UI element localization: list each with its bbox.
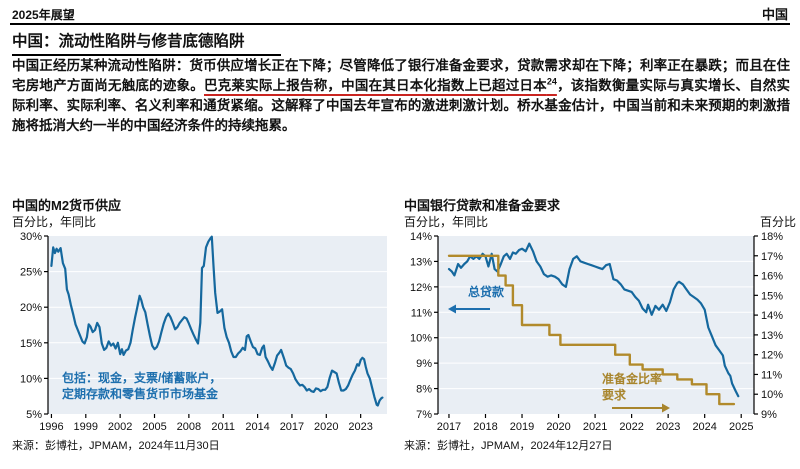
right-arrowhead-icon	[662, 403, 670, 413]
y-axis-tick-label: 12%	[410, 282, 432, 294]
y-axis-tick-label: 10%	[410, 333, 432, 345]
x-axis-tick-label: 2017	[280, 421, 304, 433]
paragraph-part-1: 中国正经历某种流动性陷阱：货币供应增长正在下降；尽管降低了银行准备金要求，贷款需…	[12, 58, 790, 93]
x-axis-tick-label: 2025	[729, 421, 753, 433]
y-axis-tick-label: 15%	[20, 338, 42, 350]
y-axis-tick-label: 11%	[411, 307, 432, 319]
x-axis-tick-label: 2020	[546, 421, 570, 433]
y-axis-tick-label: 14%	[410, 231, 432, 243]
page-title: 中国：流动性陷阱与修昔底德陷阱	[12, 29, 281, 56]
y-axis-tick-label: 15%	[761, 290, 783, 302]
y-axis-tick-label: 5%	[26, 409, 42, 421]
highlighted-claim: 巴克莱实际上报告称，中国在其日本化指数上已超过日本24	[204, 76, 557, 93]
unit-label-left: 百分比，年同比	[12, 215, 97, 229]
report-eyebrow: 2025年展望	[12, 8, 75, 22]
m2-yoy-line	[50, 235, 384, 407]
chart-title: 中国的M2货币供应	[12, 198, 122, 213]
x-axis-tick-label: 2024	[692, 421, 716, 433]
x-axis-tick-label: 2017	[437, 421, 461, 433]
y-axis-tick-label: 9%	[416, 358, 432, 370]
x-axis-tick-label: 2005	[142, 421, 166, 433]
chart-m2-money-supply: 中国的M2货币供应 百分比，年同比 5% 10% 15% 20% 25% 30% 1996 1…	[12, 197, 395, 453]
total-loans-line	[447, 242, 740, 398]
loans-rrr-line-chart: 7% 8% 9% 10% 11% 12% 13% 14% 9% 10% 11% 12% 13% 14% 15…	[410, 231, 783, 433]
header-region-label: 中国	[761, 7, 788, 22]
x-axis-tick-label: 1999	[74, 421, 98, 433]
x-axis-tick-label: 2023	[656, 421, 680, 433]
paragraph-part-2: ，该指数衡量实际与真实增长、自然实际利率、实际利率、名义利率和通货紧缩。这解释了…	[12, 78, 791, 133]
unit-label-right: 百分比	[759, 215, 796, 229]
footnote-marker: 24	[546, 76, 557, 87]
x-axis-tick-label: 1996	[39, 421, 63, 433]
page-header: 2025年展望 中国	[12, 4, 788, 23]
body-paragraph: 中国正经历某种流动性陷阱：货币供应增长正在下降；尽管降低了银行准备金要求，贷款需…	[12, 56, 790, 136]
y-axis-tick-label: 18%	[761, 231, 783, 243]
chart-bank-loans-rrr: 中国银行贷款和准备金要求 百分比，年同比 百分比 7% 8% 9% 10% 11% 12%…	[404, 197, 796, 453]
rrr-step-line	[447, 254, 736, 406]
y-axis-tick-label: 10%	[20, 373, 42, 385]
y-axis-tick-label: 13%	[410, 256, 432, 268]
reserve-requirement-label: 要求	[602, 387, 627, 402]
x-axis-tick-label: 2023	[348, 421, 372, 433]
m2-definition-note: 定期存款和零售货币市场基金	[62, 386, 219, 401]
chart-source: 来源：彭博社，JPMAM，2024年11月30日	[12, 440, 220, 452]
y-axis-tick-label: 8%	[416, 384, 432, 396]
y-axis-tick-label: 30%	[20, 231, 42, 243]
y-axis-tick-label: 13%	[761, 330, 783, 342]
x-axis-tick-label: 2018	[473, 421, 497, 433]
y-axis-tick-label: 11%	[761, 369, 782, 381]
y-axis-tick-label: 14%	[761, 310, 783, 322]
x-axis-tick-label: 2002	[108, 421, 132, 433]
y-axis-tick-label: 25%	[20, 267, 42, 279]
header-rule	[10, 23, 790, 25]
x-axis-tick-label: 2022	[619, 421, 643, 433]
y-axis-tick-label: 12%	[761, 350, 783, 362]
total-loans-label: 总贷款	[468, 284, 505, 299]
plot-area	[48, 236, 387, 414]
x-axis-tick-label: 2011	[211, 421, 235, 433]
y-axis-tick-label: 7%	[416, 409, 432, 421]
m2-line-chart: 5% 10% 15% 20% 25% 30% 1996 1999 2002 2005 2008 201…	[20, 231, 387, 433]
chart-unit-label: 百分比，年同比	[12, 214, 395, 230]
chart-source: 来源：彭博社，JPMAM，2024年12月27日	[404, 440, 613, 452]
y-axis-tick-label: 9%	[761, 409, 777, 421]
x-axis-tick-label: 2021	[583, 421, 607, 433]
chart-unit-labels: 百分比，年同比 百分比	[404, 214, 796, 230]
x-axis-tick-label: 2019	[510, 421, 534, 433]
reserve-requirement-label: 准备金比率	[602, 371, 662, 386]
highlight-text: 巴克莱实际上报告称，中国在其日本化指数上已超过日本	[204, 78, 547, 93]
m2-definition-note: 包括：现金，支票/储蓄账户，	[61, 370, 221, 385]
y-axis-tick-label: 17%	[761, 251, 783, 263]
y-axis-tick-label: 10%	[761, 389, 783, 401]
unit-label-left: 百分比，年同比	[404, 215, 489, 229]
y-axis-tick-label: 20%	[20, 302, 42, 314]
y-axis-tick-label: 16%	[761, 271, 783, 283]
x-axis-tick-label: 2020	[314, 421, 338, 433]
chart-title: 中国银行贷款和准备金要求	[404, 198, 561, 213]
left-arrowhead-icon	[448, 304, 456, 314]
x-axis-tick-label: 2014	[245, 421, 269, 433]
x-axis-tick-label: 2008	[177, 421, 201, 433]
